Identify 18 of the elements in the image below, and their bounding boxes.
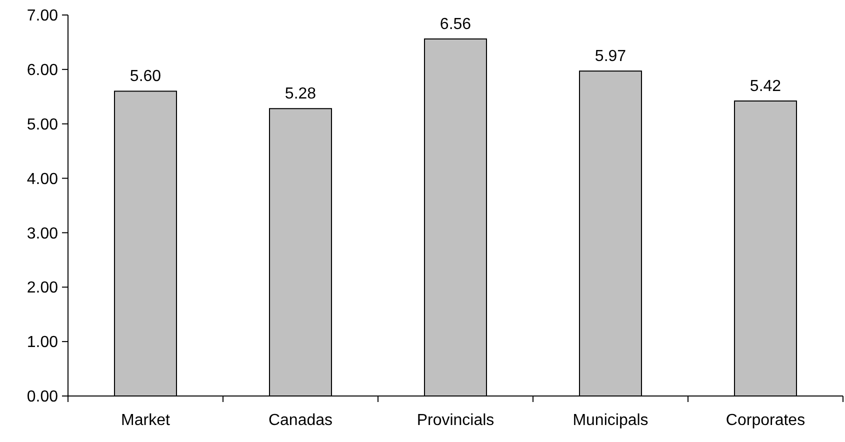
x-tick-label: Canadas — [268, 412, 333, 429]
y-tick-label: 6.00 — [26, 62, 58, 80]
y-tick-label: 7.00 — [26, 8, 58, 25]
data-label: 6.56 — [440, 16, 472, 33]
y-tick-label: 0.00 — [26, 388, 58, 406]
data-label: 5.60 — [130, 68, 162, 86]
x-tick-label: Market — [121, 412, 170, 429]
data-label: 5.97 — [594, 48, 626, 66]
x-tick-label: Provincials — [416, 412, 494, 429]
x-tick-label: Corporates — [726, 412, 806, 429]
data-label: 5.42 — [750, 78, 782, 95]
y-tick-label: 1.00 — [26, 334, 58, 352]
y-tick-label: 4.00 — [26, 170, 58, 188]
data-label: 5.28 — [284, 86, 316, 103]
y-tick-label: 3.00 — [26, 225, 58, 242]
y-tick-label: 2.00 — [26, 280, 58, 297]
y-tick-label: 5.00 — [26, 116, 58, 134]
x-tick-label: Municipals — [572, 412, 648, 429]
